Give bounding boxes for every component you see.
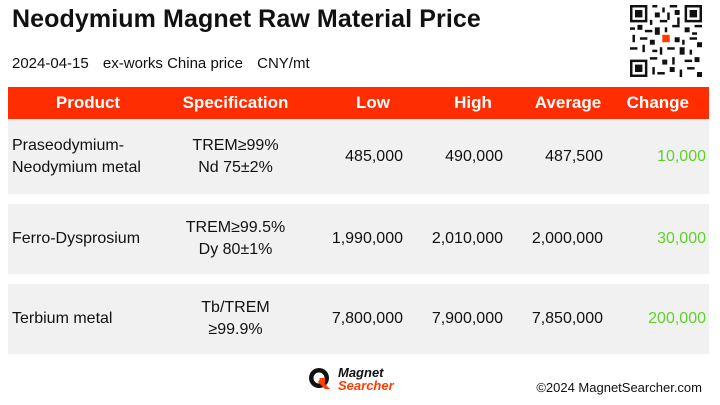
product-name-line: Ferro-Dysprosium bbox=[12, 230, 141, 247]
price-unit: CNY/mt bbox=[257, 55, 310, 72]
magnet-searcher-logo-icon bbox=[309, 368, 330, 389]
average-price: 2,000,000 bbox=[531, 230, 603, 247]
spec-line: Nd 75±2% bbox=[198, 158, 273, 176]
product-cell: Praseodymium- Neodymium metal bbox=[8, 135, 168, 179]
spec-line: TREM≥99% bbox=[192, 136, 279, 154]
row-divider bbox=[8, 274, 709, 284]
column-header-high: High bbox=[454, 93, 492, 112]
spec-cell: TREM≥99.5% Dy 80±1% bbox=[168, 217, 303, 261]
price-date: 2024-04-15 bbox=[12, 55, 89, 72]
low-price: 485,000 bbox=[345, 147, 403, 165]
average-price: 7,850,000 bbox=[531, 310, 603, 327]
column-header-specification: Specification bbox=[182, 93, 289, 112]
column-header-product: Product bbox=[55, 93, 121, 112]
table-row: Praseodymium- Neodymium metal TREM≥99% N… bbox=[8, 119, 709, 194]
table-row: Ferro-Dysprosium TREM≥99.5% Dy 80±1% 1,9… bbox=[8, 204, 709, 274]
spec-line: TREM≥99.5% bbox=[185, 219, 286, 236]
column-header-change: Change bbox=[626, 93, 689, 112]
logo-word-magnet: Magnet bbox=[338, 365, 384, 380]
row-divider bbox=[8, 194, 709, 204]
low-price: 1,990,000 bbox=[331, 230, 403, 247]
table-row: Terbium metal Tb/TREM ≥99.9% 7,800,000 7… bbox=[8, 284, 709, 354]
spec-line: ≥99.9% bbox=[208, 321, 263, 338]
spec-cell: Tb/TREM ≥99.9% bbox=[168, 297, 303, 341]
price-change: 200,000 bbox=[648, 310, 706, 327]
price-table: Product Specification Low High Average C… bbox=[8, 87, 709, 354]
product-name-line: Neodymium metal bbox=[12, 158, 141, 176]
spec-line: Dy 80±1% bbox=[198, 241, 273, 258]
table-header: Product Specification Low High Average C… bbox=[8, 87, 709, 119]
spec-line: Tb/TREM bbox=[201, 299, 270, 316]
qr-code-icon[interactable] bbox=[630, 5, 702, 77]
page-title: Neodymium Magnet Raw Material Price bbox=[12, 5, 481, 33]
product-name-line: Praseodymium- bbox=[12, 136, 125, 154]
logo-wordmark: Magnet Searcher bbox=[338, 366, 394, 392]
product-cell: Ferro-Dysprosium bbox=[8, 228, 168, 250]
subtitle: 2024-04-15 ex-works China price CNY/mt bbox=[12, 55, 320, 72]
spec-cell: TREM≥99% Nd 75±2% bbox=[168, 135, 303, 179]
high-price: 7,900,000 bbox=[431, 310, 503, 327]
high-price: 490,000 bbox=[445, 147, 503, 165]
column-header-low: Low bbox=[356, 93, 390, 112]
logo-word-searcher: Searcher bbox=[338, 378, 394, 393]
price-basis: ex-works China price bbox=[102, 55, 243, 72]
high-price: 2,010,000 bbox=[431, 230, 503, 247]
product-cell: Terbium metal bbox=[8, 308, 168, 330]
column-header-average: Average bbox=[534, 93, 602, 112]
brand-logo[interactable]: Magnet Searcher bbox=[308, 366, 394, 392]
low-price: 7,800,000 bbox=[331, 310, 403, 327]
price-change: 10,000 bbox=[657, 147, 706, 165]
copyright-notice: ©2024 MagnetSearcher.com bbox=[536, 380, 702, 395]
price-change: 30,000 bbox=[657, 230, 706, 247]
product-name-line: Terbium metal bbox=[12, 310, 113, 327]
average-price: 487,500 bbox=[545, 147, 603, 165]
